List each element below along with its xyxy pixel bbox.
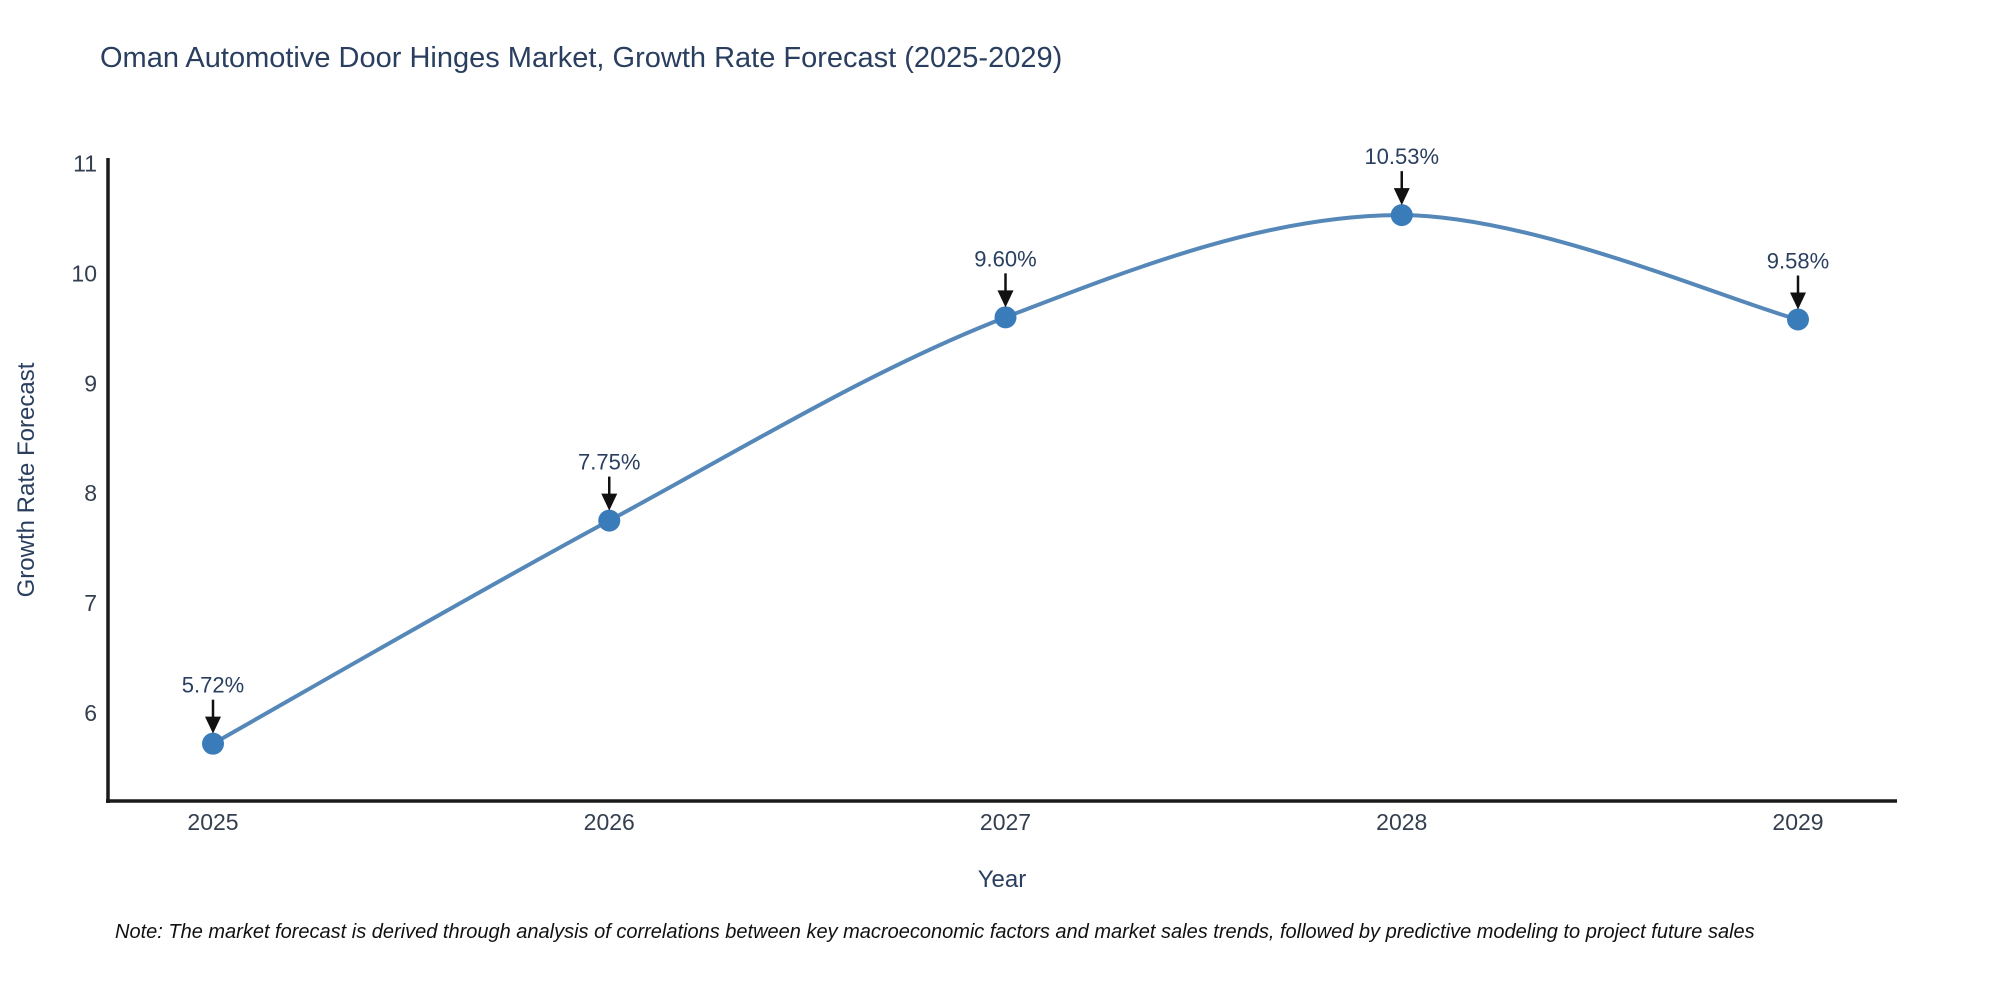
data-point-label: 7.75% xyxy=(578,450,640,475)
x-tick-label: 2027 xyxy=(980,809,1031,835)
data-point-marker xyxy=(1390,204,1413,227)
x-tick-label: 2029 xyxy=(1772,809,1823,835)
data-point-marker xyxy=(598,509,621,532)
data-point-marker xyxy=(1787,308,1809,331)
chart-title: Oman Automotive Door Hinges Market, Grow… xyxy=(100,42,1063,74)
annotation-arrowhead-icon xyxy=(1790,292,1806,310)
y-tick-labels: 6 7 8 9 10 11 xyxy=(71,150,97,725)
annotation-arrowhead-icon xyxy=(601,493,618,511)
point-annotations: 5.72% 7.75% 9.60% 10.53% 9.58% xyxy=(182,144,1829,734)
x-axis-title: Year xyxy=(978,866,1027,893)
data-point-label: 9.60% xyxy=(974,246,1036,271)
y-tick-label: 6 xyxy=(84,700,97,726)
annotation-arrowhead-icon xyxy=(997,290,1014,308)
data-point-marker xyxy=(994,306,1017,329)
x-tick-label: 2028 xyxy=(1376,809,1427,835)
y-tick-label: 7 xyxy=(84,590,97,616)
y-tick-label: 11 xyxy=(73,150,97,176)
y-axis-title: Growth Rate Forecast xyxy=(13,362,40,597)
series-markers xyxy=(202,204,1809,755)
data-point-label: 10.53% xyxy=(1364,144,1439,169)
y-tick-label: 10 xyxy=(71,260,97,286)
x-tick-label: 2025 xyxy=(187,809,238,835)
data-point-marker xyxy=(202,732,224,755)
annotation-arrowhead-icon xyxy=(205,716,221,734)
footnote: Note: The market forecast is derived thr… xyxy=(115,921,1755,943)
annotation-arrowhead-icon xyxy=(1393,188,1410,206)
y-tick-label: 8 xyxy=(84,480,97,506)
y-tick-label: 9 xyxy=(84,370,97,396)
x-tick-label: 2026 xyxy=(584,809,635,835)
data-point-label: 9.58% xyxy=(1767,249,1829,274)
x-tick-labels: 2025 2026 2027 2028 2029 xyxy=(187,809,1823,835)
data-point-label: 5.72% xyxy=(182,673,244,698)
